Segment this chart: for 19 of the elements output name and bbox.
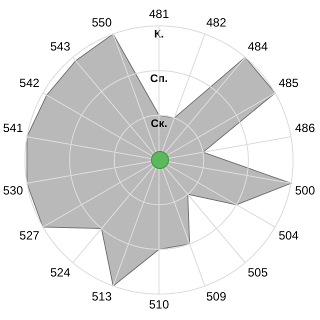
spoke-label: 524 — [50, 265, 71, 280]
spoke-label: 481 — [148, 7, 170, 22]
spoke-label: 527 — [19, 228, 40, 243]
y-tick-label: Ск. — [150, 118, 168, 130]
spoke-label: 510 — [148, 298, 170, 312]
spoke-label: 509 — [206, 289, 227, 304]
spoke-label: 504 — [278, 228, 299, 243]
spoke-label: 542 — [19, 76, 40, 90]
spoke-label: 482 — [206, 15, 227, 30]
spoke-label: 500 — [294, 183, 316, 198]
spoke-label: 505 — [248, 265, 268, 280]
spoke-label: 484 — [248, 39, 268, 54]
spoke-label: 485 — [278, 76, 299, 90]
spoke-label: 541 — [2, 121, 24, 136]
spoke-label: 530 — [2, 183, 24, 198]
spoke-label: 486 — [294, 121, 316, 136]
spoke-label: 550 — [92, 15, 112, 30]
spoke-label: 513 — [92, 289, 112, 304]
spoke-label: 543 — [50, 39, 71, 54]
